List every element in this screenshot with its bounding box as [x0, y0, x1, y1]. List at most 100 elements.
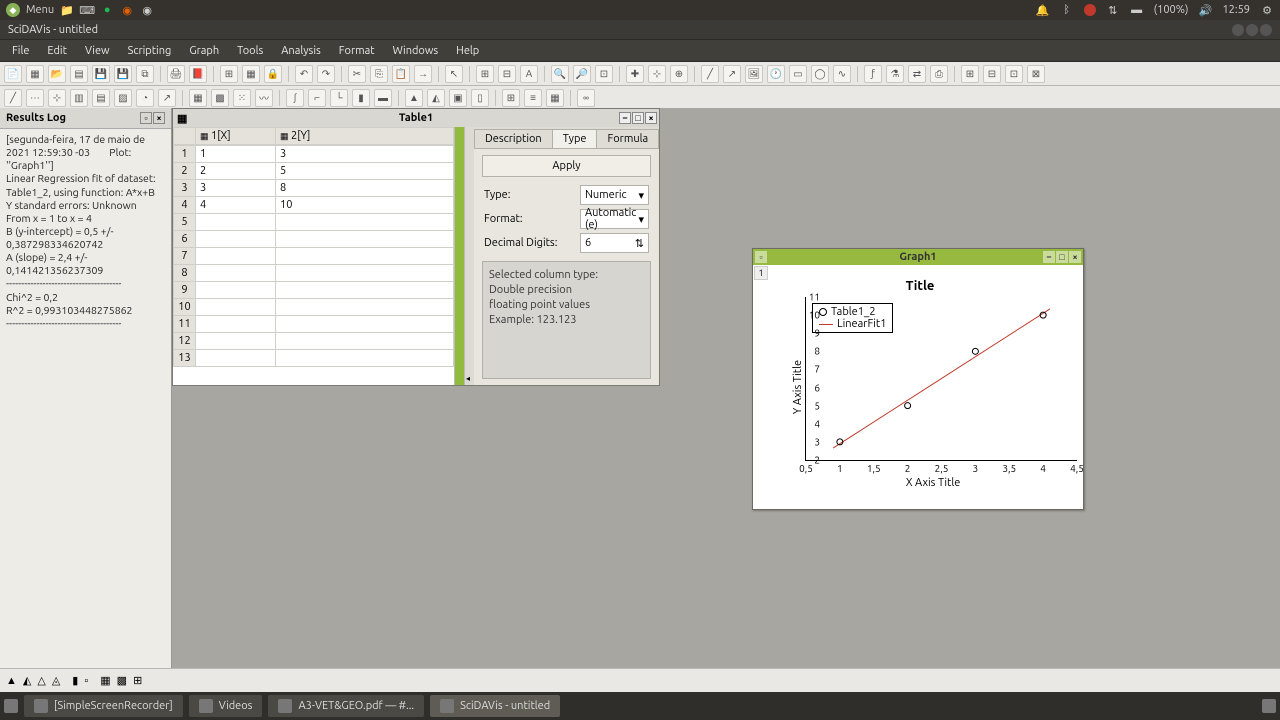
- save-button[interactable]: 💾: [92, 65, 110, 83]
- files-icon[interactable]: 📁: [60, 3, 74, 17]
- print-button[interactable]: 🖨: [167, 65, 185, 83]
- taskbar-item[interactable]: Videos: [189, 695, 263, 717]
- bluetooth-icon[interactable]: ᛒ: [1060, 3, 1074, 17]
- stacked-button[interactable]: ≡: [524, 89, 542, 107]
- record-indicator-icon[interactable]: [1084, 4, 1096, 16]
- vert-steps-button[interactable]: ⌐: [308, 89, 326, 107]
- 3d-bars-button[interactable]: ▩: [211, 89, 229, 107]
- 4panel-button[interactable]: ⊞: [502, 89, 520, 107]
- vert-bars-button[interactable]: ▮: [352, 89, 370, 107]
- settings-icon[interactable]: ⚙: [1260, 3, 1274, 17]
- menu-edit[interactable]: Edit: [39, 43, 75, 59]
- tab-formula[interactable]: Formula: [596, 129, 659, 148]
- tab-type[interactable]: Type: [552, 129, 598, 148]
- graph-system-menu[interactable]: ▫: [755, 251, 767, 263]
- notification-icon[interactable]: 🔔: [1036, 3, 1050, 17]
- add-layer-button[interactable]: ⊞: [961, 65, 979, 83]
- minimize-button[interactable]: [1232, 24, 1244, 36]
- floor-data-button[interactable]: ▦: [100, 674, 110, 687]
- taskbar-item[interactable]: SciDAVis - untitled: [430, 695, 560, 717]
- image-tool-button[interactable]: 🖼: [745, 65, 763, 83]
- table-close-button[interactable]: ×: [645, 112, 657, 124]
- apply-button[interactable]: Apply: [482, 155, 651, 177]
- arrange-layers-button[interactable]: ⊡: [1005, 65, 1023, 83]
- custom-layout-button[interactable]: ▦: [546, 89, 564, 107]
- move-points-button[interactable]: ⊕: [670, 65, 688, 83]
- function-button[interactable]: ƒ: [864, 65, 882, 83]
- new-project-button[interactable]: 📄: [4, 65, 22, 83]
- histogram-button[interactable]: ▲: [405, 89, 423, 107]
- menu-windows[interactable]: Windows: [385, 43, 447, 59]
- columns-button[interactable]: ▥: [70, 89, 88, 107]
- redo-button[interactable]: ↷: [317, 65, 335, 83]
- rows-button[interactable]: ▤: [92, 89, 110, 107]
- show-desktop-button[interactable]: [4, 699, 18, 713]
- terminal-icon[interactable]: ⌨: [80, 3, 94, 17]
- tab-description[interactable]: Description: [474, 129, 553, 148]
- type-select[interactable]: Numeric▾: [580, 185, 649, 205]
- volume-icon[interactable]: 🔊: [1198, 3, 1212, 17]
- layer-indicator[interactable]: 1: [754, 266, 768, 280]
- menu-tools[interactable]: Tools: [229, 43, 271, 59]
- layer-button[interactable]: ⊞: [476, 65, 494, 83]
- auto-layout-button[interactable]: ⊠: [1027, 65, 1045, 83]
- 3d-polygon-button[interactable]: △: [37, 674, 45, 687]
- menu-label[interactable]: Menu: [26, 4, 54, 16]
- stacked-hist-button[interactable]: ◭: [427, 89, 445, 107]
- line-tool-button[interactable]: ╱: [701, 65, 719, 83]
- bars-style-button[interactable]: ▮: [72, 674, 78, 687]
- line-plot-button[interactable]: ╱: [4, 89, 22, 107]
- taskbar-item[interactable]: [SimpleScreenRecorder]: [24, 695, 183, 717]
- box-plot-button[interactable]: ▣: [449, 89, 467, 107]
- scatter-plot-button[interactable]: ⋯: [26, 89, 44, 107]
- ellipse-tool-button[interactable]: ◯: [811, 65, 829, 83]
- lock-button[interactable]: 🔒: [264, 65, 282, 83]
- line-symbol-button[interactable]: ⊹: [48, 89, 66, 107]
- trash-icon[interactable]: [1262, 699, 1276, 713]
- chrome-icon[interactable]: ◉: [140, 3, 154, 17]
- points-style-button[interactable]: ▫: [84, 675, 88, 687]
- pointer-button[interactable]: ↖: [445, 65, 463, 83]
- table-grid[interactable]: ▦ 1[X]▦ 2[Y] 11322533844105678910111213: [173, 127, 455, 385]
- contour-button[interactable]: ∞: [577, 89, 595, 107]
- network-icon[interactable]: ⇅: [1106, 3, 1120, 17]
- format-select[interactable]: Automatic (e)▾: [580, 209, 649, 229]
- remove-layer-button[interactable]: ⊟: [983, 65, 1001, 83]
- close-button[interactable]: [1260, 24, 1272, 36]
- area-button[interactable]: ▨: [114, 89, 132, 107]
- reader-button[interactable]: ✚: [626, 65, 644, 83]
- paste-button[interactable]: 📋: [392, 65, 410, 83]
- arrange-button[interactable]: ⊟: [498, 65, 516, 83]
- maximize-button[interactable]: [1246, 24, 1258, 36]
- menu-format[interactable]: Format: [331, 43, 383, 59]
- cut-button[interactable]: ✂: [348, 65, 366, 83]
- 3d-trajectory-button[interactable]: 〰: [255, 89, 273, 107]
- horiz-steps-button[interactable]: └: [330, 89, 348, 107]
- taskbar-item[interactable]: A3-VET&GEO.pdf — #...: [268, 695, 424, 717]
- spotify-icon[interactable]: ●: [100, 3, 114, 17]
- arrow-tool-button[interactable]: ↗: [723, 65, 741, 83]
- table-splitter[interactable]: [455, 127, 464, 385]
- graph-minimize-button[interactable]: –: [1043, 251, 1055, 263]
- graph-close-button[interactable]: ×: [1069, 251, 1081, 263]
- firefox-icon[interactable]: ◉: [120, 3, 134, 17]
- zoom-in-button[interactable]: 🔍: [551, 65, 569, 83]
- curve-button[interactable]: ∿: [833, 65, 851, 83]
- 3d-scatter-button[interactable]: ⁙: [233, 89, 251, 107]
- floor-iso-button[interactable]: ▩: [117, 674, 127, 687]
- 3d-hidden-button[interactable]: ◭: [23, 674, 31, 687]
- results-log-detach-button[interactable]: ▫: [140, 112, 152, 124]
- undo-button[interactable]: ↶: [295, 65, 313, 83]
- plot-area[interactable]: Title Y Axis Title Table1_2 LinearFit1 2…: [763, 279, 1077, 503]
- explorer-button[interactable]: ⊞: [220, 65, 238, 83]
- menu-file[interactable]: File: [4, 43, 37, 59]
- fit-wizard-button[interactable]: ⚗: [886, 65, 904, 83]
- start-menu-icon[interactable]: ◆: [6, 3, 20, 17]
- vectors-button[interactable]: ↗: [158, 89, 176, 107]
- menu-graph[interactable]: Graph: [181, 43, 227, 59]
- menu-view[interactable]: View: [77, 43, 118, 59]
- copy-button[interactable]: ⎘: [370, 65, 388, 83]
- rescale-button[interactable]: ⊡: [595, 65, 613, 83]
- export-button[interactable]: →: [414, 65, 432, 83]
- decimal-spinbox[interactable]: 6⇅: [580, 233, 649, 253]
